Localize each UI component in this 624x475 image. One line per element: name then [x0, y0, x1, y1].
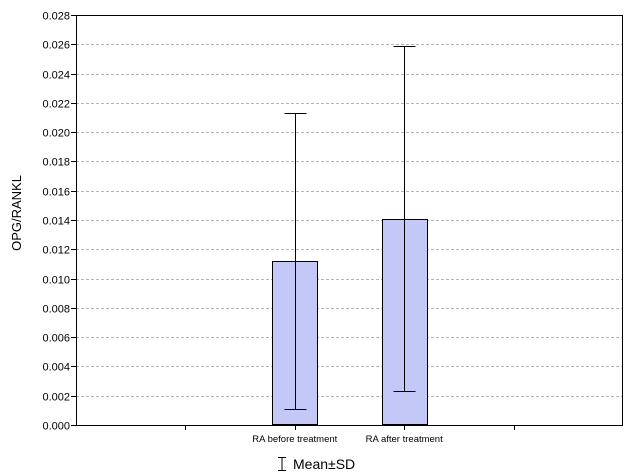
y-tick-label: 0.018: [42, 157, 70, 169]
y-tick-labels: 0.000 0.002 0.004 0.006 0.008 0.010 0.012 0.014…: [42, 11, 70, 433]
y-tick-label: 0.006: [42, 333, 70, 345]
error-bar-icon: [278, 457, 286, 471]
y-tick-label: 0.016: [42, 187, 70, 199]
y-tick-label: 0.010: [42, 275, 70, 287]
axes: [71, 15, 623, 430]
y-tick-label: 0.004: [42, 362, 70, 374]
y-tick-label: 0.002: [42, 392, 70, 404]
legend: Mean±SD: [276, 454, 355, 474]
y-tick-label: 0.024: [42, 70, 70, 82]
y-tick-label: 0.012: [42, 245, 70, 257]
y-tick-label: 0.026: [42, 40, 70, 52]
y-tick-label: 0.008: [42, 304, 70, 316]
y-tick-label: 0.014: [42, 216, 70, 228]
x-tick-labels: RA before treatment RA after treatment: [252, 434, 443, 445]
legend-label: Mean±SD: [293, 456, 356, 472]
y-tick-label: 0.020: [42, 128, 70, 140]
y-tick-label: 0.000: [42, 421, 70, 433]
x-tick-label: RA after treatment: [366, 434, 443, 445]
error-bars: [284, 46, 416, 410]
y-axis-label: OPG/RANKL: [9, 175, 24, 251]
y-tick-label: 0.022: [42, 99, 70, 111]
y-tick-label: 0.028: [42, 11, 70, 23]
x-tick-label: RA before treatment: [252, 434, 337, 445]
grid-lines: [76, 44, 623, 397]
plot-frame: [76, 15, 623, 426]
